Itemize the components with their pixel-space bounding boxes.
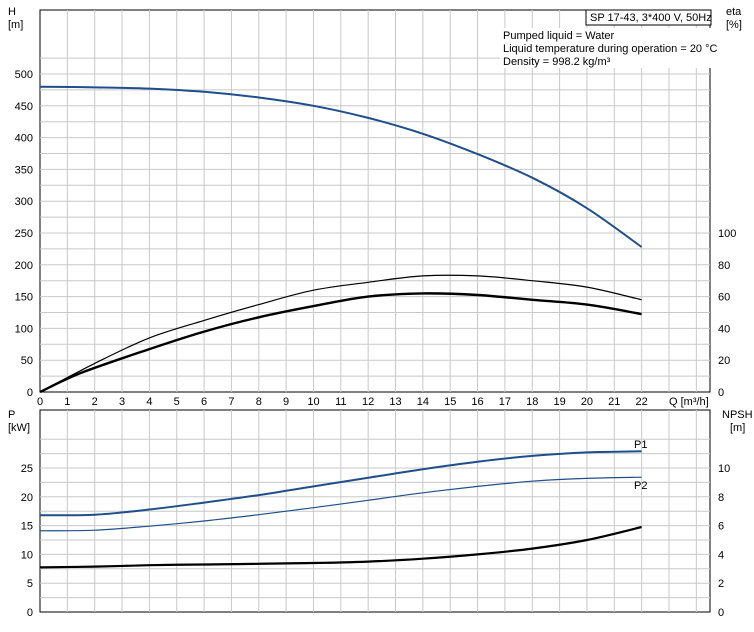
flow-tick-label: 21 (608, 396, 620, 408)
power-tick-label: 20 (21, 492, 33, 504)
head-tick-label: 200 (15, 260, 33, 272)
flow-tick-label: 13 (389, 396, 401, 408)
head-axis-label-symbol: H (8, 6, 16, 18)
flow-tick-label: 2 (92, 396, 98, 408)
power-tick-label: 0 (27, 607, 33, 619)
npsh-tick-label: 8 (718, 492, 724, 504)
efficiency-curve-upper (39, 274, 642, 393)
head-tick-label: 400 (15, 133, 33, 145)
annotation-background (500, 28, 711, 68)
head-tick-label: 300 (15, 196, 33, 208)
series-label-p2: P2 (634, 480, 647, 492)
flow-tick-label: 22 (636, 396, 648, 408)
head-tick-label: 350 (15, 164, 33, 176)
eta-axis-label-symbol: eta (726, 6, 742, 18)
power-tick-label: 15 (21, 521, 33, 533)
head-tick-label: 450 (15, 101, 33, 113)
flow-tick-label: 5 (174, 396, 180, 408)
eta-tick-label: 20 (718, 355, 730, 367)
head-panel-grid (40, 10, 710, 392)
annotation-density: Density = 998.2 kg/m³ (503, 56, 611, 68)
eta-tick-label: 80 (718, 260, 730, 272)
p2-curve (39, 476, 642, 532)
power-axis-label-unit: [kW] (8, 422, 30, 434)
eta-tick-label: 100 (718, 228, 736, 240)
npsh-tick-label: 2 (718, 578, 724, 590)
flow-tick-label: 19 (553, 396, 565, 408)
power-panel-grid (40, 410, 710, 612)
head-panel-series (39, 85, 643, 394)
flow-tick-label: 4 (146, 396, 152, 408)
head-curve (39, 85, 643, 248)
npsh-curve (39, 525, 642, 569)
head-tick-label: 0 (27, 387, 33, 399)
head-tick-label: 500 (15, 69, 33, 81)
power-tick-label: 5 (27, 578, 33, 590)
npsh-tick-label: 4 (718, 549, 724, 561)
flow-tick-label: 7 (228, 396, 234, 408)
flow-tick-label: 11 (335, 396, 346, 408)
flow-tick-label: 9 (283, 396, 289, 408)
npsh-tick-label: 0 (718, 607, 724, 619)
npsh-axis-ticks: 0 2 4 6 8 10 (718, 463, 730, 619)
p1-curve (39, 450, 642, 517)
power-panel-series (39, 450, 642, 569)
head-axis-label-unit: [m] (8, 19, 23, 31)
flow-tick-label: 0 (37, 396, 43, 408)
efficiency-curve-lower (39, 292, 642, 394)
flow-tick-label: 15 (444, 396, 456, 408)
chart-title-box (585, 9, 712, 26)
flow-tick-label: 20 (581, 396, 593, 408)
annotation-liquid-temperature: Liquid temperature during operation = 20… (503, 43, 718, 55)
head-axis-ticks: 0 50 100 150 200 250 300 350 400 450 500 (15, 69, 33, 399)
eta-axis-ticks: 0 20 40 60 80 100 (718, 228, 736, 399)
flow-axis-label: Q [m³/h] (669, 396, 709, 408)
head-tick-label: 250 (15, 228, 33, 240)
flow-tick-label: 6 (201, 396, 207, 408)
power-npsh-panel: 0 5 10 15 20 25 0 2 4 6 8 10 P [kW] NPSH [m] P1 P2 (8, 409, 753, 619)
head-tick-label: 150 (15, 292, 33, 304)
power-tick-label: 25 (21, 463, 33, 475)
flow-tick-label: 18 (526, 396, 538, 408)
flow-tick-label: 8 (256, 396, 262, 408)
eta-axis-label-unit: [%] (726, 19, 742, 31)
npsh-tick-label: 6 (718, 521, 724, 533)
power-tick-label: 10 (21, 549, 33, 561)
annotation-pumped-liquid: Pumped liquid = Water (503, 30, 615, 42)
head-tick-label: 100 (15, 323, 33, 335)
eta-tick-label: 0 (718, 387, 724, 399)
chart-title: SP 17-43, 3*400 V, 50Hz (590, 12, 712, 24)
flow-tick-label: 3 (119, 396, 125, 408)
npsh-axis-label-symbol: NPSH (722, 409, 753, 421)
power-axis-label-symbol: P (8, 409, 15, 421)
flow-tick-label: 17 (499, 396, 511, 408)
flow-tick-label: 10 (307, 396, 319, 408)
eta-tick-label: 60 (718, 292, 730, 304)
eta-tick-label: 40 (718, 323, 730, 335)
npsh-tick-label: 10 (718, 463, 730, 475)
npsh-axis-label-unit: [m] (730, 422, 745, 434)
head-tick-label: 50 (21, 355, 33, 367)
flow-tick-label: 16 (471, 396, 483, 408)
flow-tick-label: 12 (362, 396, 374, 408)
flow-tick-label: 1 (64, 396, 70, 408)
series-label-p1: P1 (634, 439, 647, 451)
flow-tick-label: 14 (417, 396, 429, 408)
flow-axis-ticks: 0 1 2 3 4 5 6 7 8 9 10 11 12 13 14 15 16 17 18 19 20 21 22 (37, 396, 648, 408)
power-axis-ticks: 0 5 10 15 20 25 (21, 463, 33, 619)
